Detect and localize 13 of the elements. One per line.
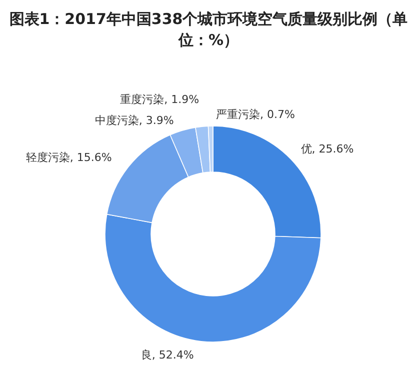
data-label: , 52.4% bbox=[152, 348, 194, 362]
slice-label: 良 bbox=[140, 348, 152, 362]
slice-label: 重度污染 bbox=[120, 93, 164, 106]
slice-label: 轻度污染 bbox=[26, 150, 70, 164]
data-label: , 1.9% bbox=[164, 93, 200, 106]
data-label: , 3.9% bbox=[138, 114, 174, 127]
slice-label: 中度污染 bbox=[94, 114, 139, 127]
data-label: , 25.6% bbox=[312, 142, 354, 156]
data-label: , 15.6% bbox=[70, 150, 112, 164]
chart-title: 图表1：2017年中国338个城市环境空气质量级别比例（单位：%） bbox=[9, 10, 408, 49]
slice-label: 优 bbox=[300, 142, 312, 156]
slice-label: 严重污染 bbox=[216, 108, 260, 121]
data-label: , 0.7% bbox=[260, 108, 295, 121]
